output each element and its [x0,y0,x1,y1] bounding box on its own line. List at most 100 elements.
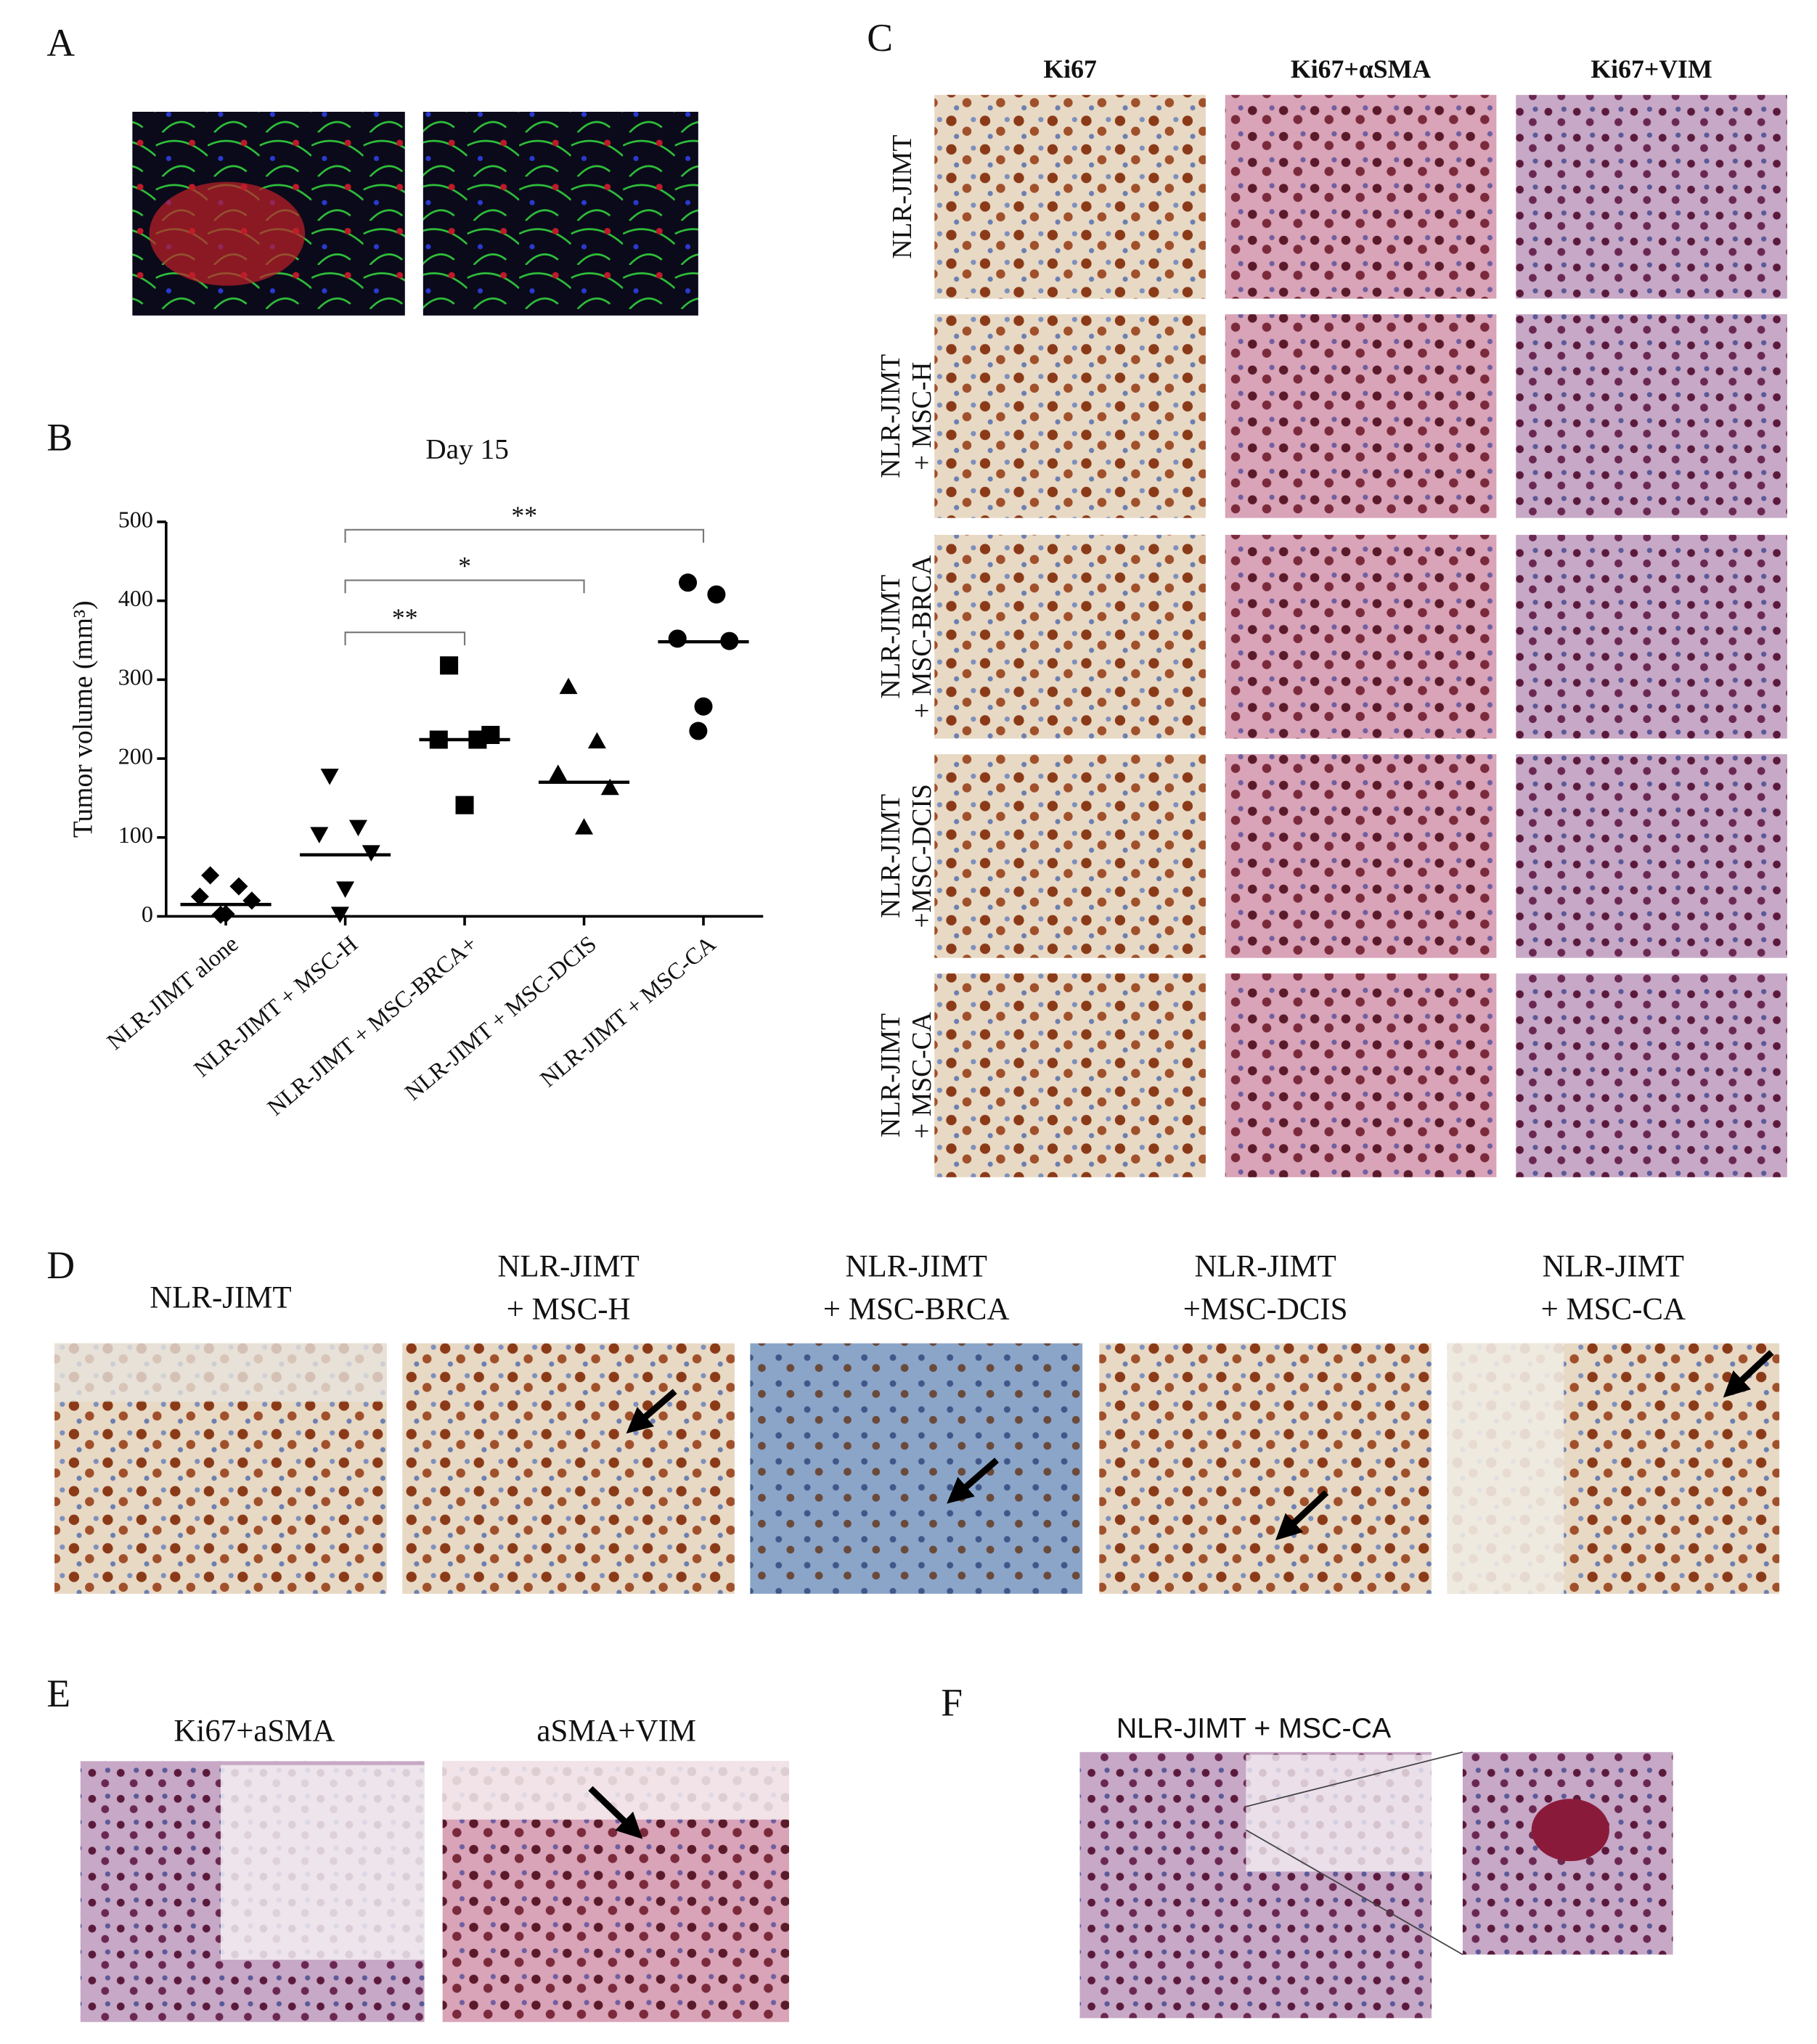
micrograph [934,973,1206,1177]
micrograph [934,314,1206,518]
arrow [626,1389,677,1434]
micrograph [1516,973,1787,1177]
micrograph-detail [220,1765,425,1960]
data-point [336,881,355,898]
row-label-line: NLR-JIMT [888,135,918,259]
x-tick-label: NLR-JIMT + MSC-BRCA+ [262,931,481,1121]
y-axis-label: Tumor volume (mm³) [69,600,99,838]
panel-label: D [46,1243,75,1287]
micrograph [402,1343,735,1594]
data-point [190,887,209,906]
significance-label: ** [392,603,418,632]
micrograph-detail [149,181,306,286]
significance-bracket [344,528,705,543]
column-header: Ki67+αSMA [1291,54,1431,83]
panel-label: E [46,1672,70,1715]
data-point [201,866,220,885]
micrograph [1225,534,1497,739]
row-label: NLR-JIMT+ MSC-H [876,354,937,478]
significance-label: * [458,552,471,581]
data-point [310,827,329,843]
caption: Ki67+aSMA [173,1714,335,1749]
data-point [694,697,713,716]
data-point [481,725,500,744]
micrograph [934,753,1206,958]
row-label: NLR-JIMT [888,135,918,259]
arrow [1275,1490,1329,1541]
micrograph [750,1343,1083,1594]
panel-label: B [46,415,73,459]
micrograph [934,534,1206,739]
significance-label: ** [511,501,537,530]
x-tick-label: NLR-JIMT + MSC-DCIS [399,931,601,1105]
y-tick-label: 300 [118,664,153,690]
micrograph [1225,94,1497,299]
row-label-line: +MSC-DCIS [907,784,937,928]
caption: NLR-JIMT + MSC-CA [1116,1712,1392,1744]
caption: NLR-JIMT [150,1281,291,1315]
micrograph [1516,534,1787,739]
micrograph [1516,753,1787,958]
row-label: NLR-JIMT+MSC-DCIS [876,784,937,928]
data-point [668,629,687,648]
column-header: Ki67 [1043,54,1097,83]
data-point [679,573,698,592]
chart-title: Day 15 [425,433,509,465]
caption: NLR-JIMT [846,1250,987,1284]
caption: NLR-JIMT [1194,1250,1336,1284]
y-tick-label: 500 [118,506,153,532]
y-tick-label: 0 [142,901,153,927]
data-point [229,877,248,896]
row-label-line: NLR-JIMT [876,354,906,478]
row-label: NLR-JIMT+ MSC-CA [876,1012,937,1138]
data-point [575,818,594,835]
panel-label: C [867,16,893,60]
data-point [600,778,619,796]
chart: Day 15 Tumor volume (mm³) 0 100 200 300 400 500… [69,433,764,1121]
caption: + MSC-BRCA [823,1293,1010,1327]
micrograph-detail [54,1343,387,1402]
caption: aSMA+VIM [536,1714,696,1749]
data-point [320,768,339,785]
panel-label: F [941,1681,963,1725]
data-point [348,819,367,837]
data-point [440,656,459,675]
significance-bracket [344,579,585,594]
panel-label: A [46,21,75,65]
row-label-line: + MSC-H [907,362,937,470]
micrograph [422,112,698,316]
micrograph [1516,94,1787,299]
arrow [588,1786,643,1839]
caption: NLR-JIMT [1543,1250,1684,1284]
micrograph [934,94,1206,299]
zoom-line [1245,1829,1463,1955]
row-label-line: NLR-JIMT [876,1013,906,1137]
micrograph [1099,1343,1432,1594]
row-label: NLR-JIMT+ MSC-BRCA [876,555,937,719]
micrograph [1225,753,1497,958]
data-point [455,796,474,814]
micrograph [1516,314,1787,518]
micrograph-detail [1531,1799,1609,1862]
micrograph [1225,973,1497,1177]
significance-bracket [344,631,466,646]
micrograph-detail [1447,1343,1564,1594]
caption: + MSC-H [507,1293,631,1327]
caption: +MSC-DCIS [1183,1293,1348,1327]
row-label-line: NLR-JIMT [876,575,906,699]
caption: + MSC-CA [1541,1293,1686,1327]
data-point [707,585,726,604]
row-label-line: + MSC-BRCA [907,555,937,719]
row-label-line: NLR-JIMT [876,794,906,918]
y-tick-label: 200 [118,743,153,769]
row-label-line: + MSC-CA [907,1012,937,1138]
data-point [549,764,568,781]
arrow [1723,1349,1774,1398]
data-point [242,891,261,910]
micrograph-detail [1246,1754,1432,1872]
data-point [587,732,606,749]
arrow [947,1458,1000,1504]
